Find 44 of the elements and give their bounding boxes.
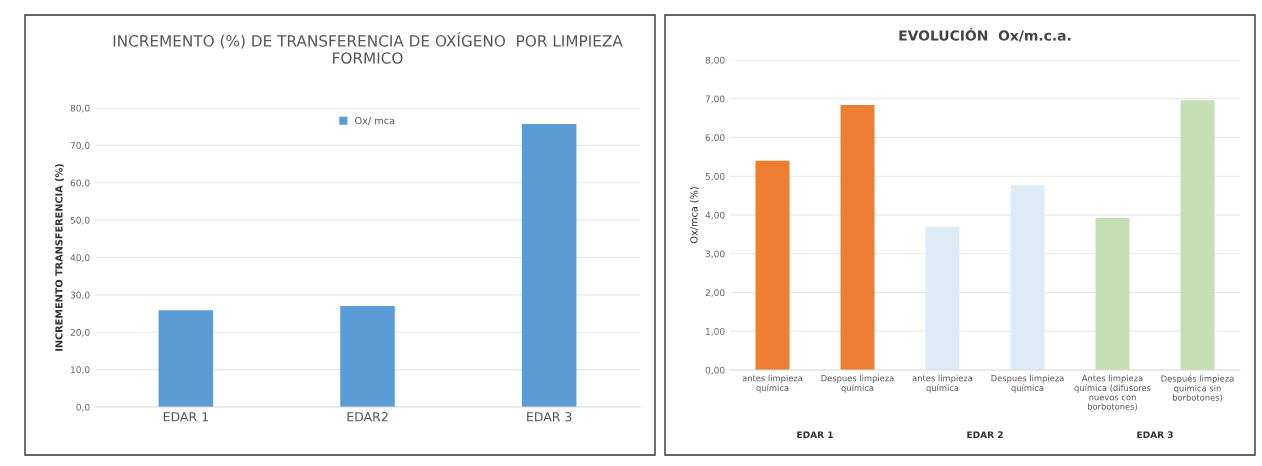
y-tick-label: 3,00 bbox=[705, 250, 725, 259]
y-tick-label: 10,0 bbox=[71, 366, 90, 375]
bar bbox=[521, 124, 577, 407]
y-tick-label: 0,00 bbox=[705, 366, 725, 375]
bar bbox=[925, 226, 960, 370]
y-tick-label: 20,0 bbox=[70, 328, 90, 337]
y-tick-label: 50,0 bbox=[70, 216, 90, 225]
y-tick-label: 6,00 bbox=[705, 134, 725, 142]
y-tick-label: 70,0 bbox=[70, 142, 90, 150]
y-axis-title: Ox/mca (%) bbox=[690, 187, 699, 244]
y-tick-label: 5,00 bbox=[705, 172, 725, 181]
x-tick-label: EDAR 1 bbox=[163, 412, 208, 422]
text: EDAR 2 bbox=[967, 431, 1003, 438]
bar bbox=[1180, 100, 1215, 370]
text: EDAR 1 bbox=[797, 431, 833, 438]
chart-title: EVOLUCIÓN Ox/m.c.a. bbox=[899, 27, 1071, 42]
x-tick-label: Despues limpieza química bbox=[991, 374, 1064, 393]
legend-label: Ox/ mca bbox=[355, 116, 395, 126]
y-tick-label: 60,0 bbox=[70, 179, 90, 188]
bar bbox=[840, 104, 875, 370]
y-tick-label: 40,0 bbox=[70, 254, 90, 262]
y-tick-label: 0,0 bbox=[76, 403, 90, 412]
y-tick-label: 8,00 bbox=[705, 56, 725, 65]
y-tick-label: 4,00 bbox=[705, 211, 725, 220]
x-tick-label: antes limpieza química bbox=[912, 374, 973, 393]
bar bbox=[1010, 185, 1045, 370]
y-tick-label: 1,00 bbox=[706, 327, 725, 336]
x-tick-label: EDAR2 bbox=[347, 412, 388, 422]
x-tick-label: EDAR 3 bbox=[527, 412, 572, 422]
x-tick-label: antes limpieza química bbox=[742, 374, 803, 393]
bar bbox=[158, 310, 214, 407]
chart-title: INCREMENTO (%) DE TRANSFERENCIA DE OXÍGENO POR LIMPIEZA FORMICO bbox=[113, 32, 623, 64]
x-tick-label: Antes limpieza química (difusores nuevos con borbotones) bbox=[1074, 374, 1151, 411]
x-tick-label: Despues limpieza química bbox=[821, 374, 894, 393]
bar bbox=[340, 306, 395, 407]
y-axis-title: INCREMENTO TRANSFERENCIA (%) bbox=[55, 164, 64, 351]
y-tick-label: 30,0 bbox=[70, 291, 90, 300]
text: EDAR 3 bbox=[1137, 431, 1173, 439]
x-tick-label: Después limpieza química sin borbotones) bbox=[1161, 374, 1234, 402]
bar bbox=[1095, 218, 1130, 370]
y-tick-label: 7,00 bbox=[705, 95, 725, 104]
y-tick-label: 80,0 bbox=[70, 104, 90, 113]
bar bbox=[755, 160, 790, 370]
y-tick-label: 2,00 bbox=[705, 289, 725, 297]
